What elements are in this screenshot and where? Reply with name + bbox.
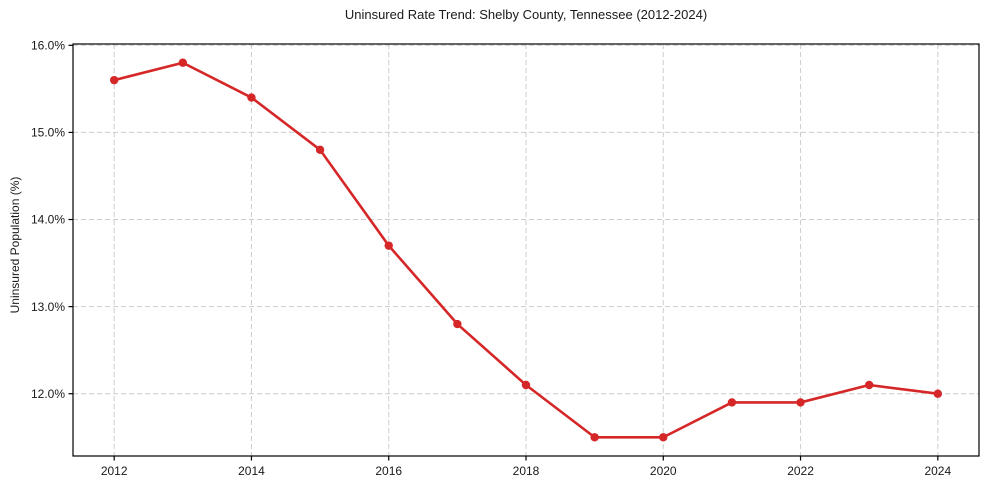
x-tick-label: 2014	[238, 464, 265, 478]
data-point-2023	[864, 380, 874, 390]
y-tick-label: 14.0%	[31, 213, 65, 227]
x-tick-label: 2016	[375, 464, 402, 478]
data-point-2015	[315, 145, 325, 155]
data-point-2024	[933, 389, 943, 398]
data-point-2018	[521, 380, 531, 390]
data-point-2022	[796, 398, 805, 407]
x-tick-label: 2012	[101, 464, 128, 478]
data-point-2017	[453, 319, 462, 329]
data-point-2019	[590, 433, 599, 442]
x-tick-label: 2024	[924, 464, 951, 478]
x-tick-label: 2018	[513, 464, 540, 478]
y-tick-label: 16.0%	[31, 39, 65, 53]
data-point-2020	[659, 433, 668, 442]
x-tick-label: 2020	[650, 464, 677, 478]
data-point-2016	[384, 241, 393, 250]
chart-title: Uninsured Rate Trend: Shelby County, Ten…	[344, 7, 708, 22]
data-point-2014	[247, 93, 256, 102]
y-tick-label: 13.0%	[31, 300, 65, 314]
data-point-2021	[727, 398, 737, 407]
data-point-2013	[178, 58, 188, 67]
x-tick-label: 2022	[787, 464, 814, 478]
y-tick-label: 12.0%	[31, 387, 65, 401]
data-point-2012	[109, 75, 119, 85]
y-tick-label: 15.0%	[31, 126, 65, 140]
